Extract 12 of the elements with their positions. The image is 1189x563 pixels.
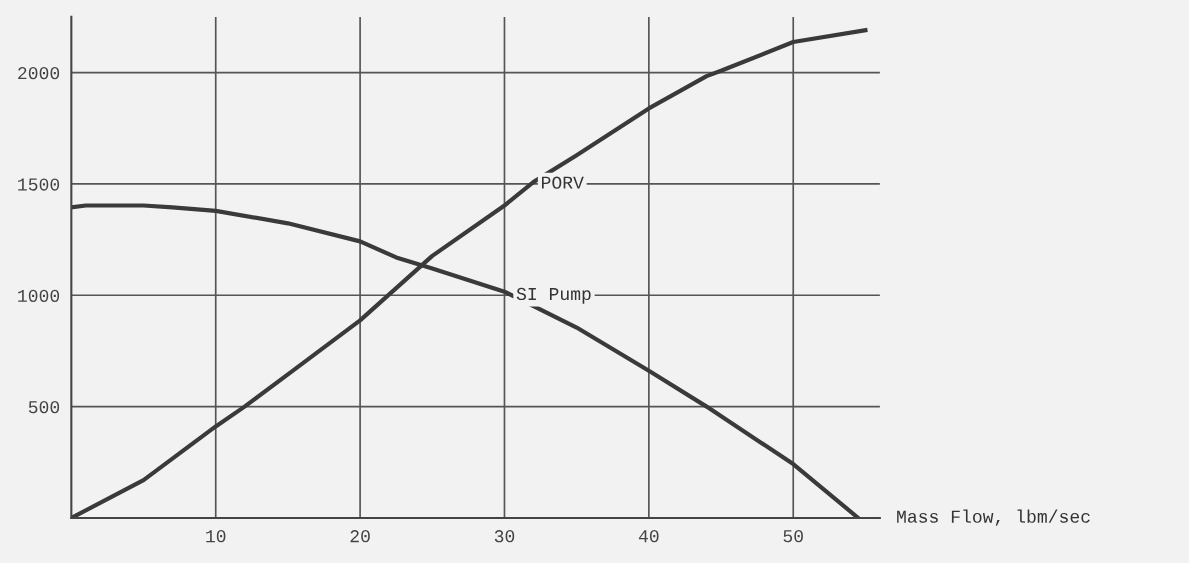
- y-tick-label: 1000: [18, 289, 60, 302]
- annotation: SI Pump: [516, 287, 591, 304]
- x-tick-label: 20: [350, 530, 370, 543]
- y-tick-label: 500: [28, 401, 60, 414]
- annotation: PORV: [542, 176, 584, 189]
- x-axis-title: Mass Flow, lbm/sec: [897, 509, 1090, 526]
- x-tick-label: 40: [638, 530, 659, 543]
- y-tick-label: 1500: [18, 178, 60, 191]
- x-tick-label: 30: [494, 530, 515, 543]
- x-tick-label: 50: [783, 530, 803, 543]
- y-tick-label: 2000: [18, 67, 60, 80]
- x-tick-label: 10: [206, 530, 226, 543]
